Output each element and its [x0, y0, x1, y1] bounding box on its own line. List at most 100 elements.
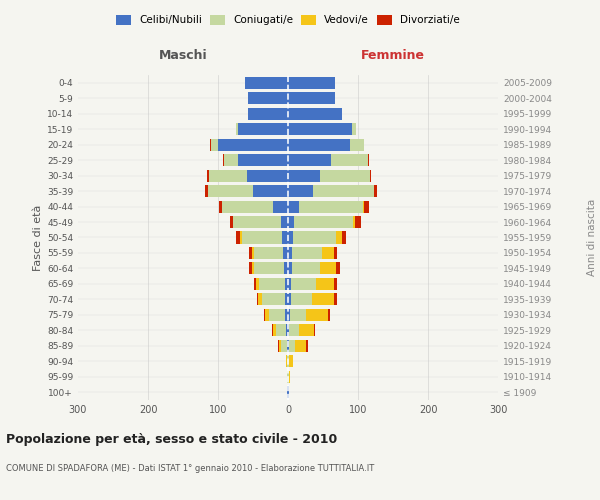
Bar	[285, 309, 288, 321]
Bar	[352, 123, 356, 135]
Bar	[263, 309, 265, 321]
Bar	[288, 294, 291, 306]
Bar	[287, 371, 288, 383]
Bar	[353, 216, 355, 228]
Bar	[289, 340, 295, 352]
Bar	[287, 340, 288, 352]
Bar	[269, 309, 285, 321]
Bar	[258, 294, 262, 306]
Bar	[284, 278, 288, 290]
Bar	[284, 294, 288, 306]
Bar	[281, 340, 287, 352]
Bar	[288, 92, 335, 104]
Bar	[238, 154, 288, 166]
Bar	[254, 262, 284, 274]
Bar	[291, 278, 316, 290]
Bar	[312, 294, 334, 306]
Bar	[286, 324, 288, 336]
Bar	[236, 123, 238, 135]
Bar	[288, 185, 313, 197]
Bar	[370, 170, 371, 181]
Bar	[337, 262, 340, 274]
Bar	[288, 386, 289, 398]
Bar	[284, 262, 288, 274]
Bar	[288, 232, 293, 243]
Bar	[288, 356, 289, 368]
Text: Femmine: Femmine	[361, 50, 425, 62]
Bar	[272, 200, 288, 212]
Bar	[293, 216, 353, 228]
Bar	[249, 247, 251, 259]
Bar	[292, 247, 322, 259]
Bar	[334, 247, 337, 259]
Bar	[331, 154, 368, 166]
Bar	[337, 232, 342, 243]
Bar	[283, 247, 288, 259]
Bar	[355, 216, 361, 228]
Bar	[262, 294, 284, 306]
Bar	[254, 247, 283, 259]
Bar	[334, 278, 337, 290]
Bar	[288, 123, 352, 135]
Bar	[363, 200, 364, 212]
Bar	[257, 294, 258, 306]
Bar	[288, 324, 289, 336]
Bar	[233, 216, 281, 228]
Bar	[205, 185, 208, 197]
Bar	[299, 324, 314, 336]
Bar	[287, 386, 288, 398]
Bar	[251, 262, 254, 274]
Bar	[313, 185, 374, 197]
Bar	[320, 170, 370, 181]
Bar	[223, 154, 224, 166]
Bar	[342, 232, 346, 243]
Bar	[305, 309, 328, 321]
Bar	[288, 200, 299, 212]
Y-axis label: Fasce di età: Fasce di età	[33, 204, 43, 270]
Bar	[245, 76, 288, 89]
Bar	[278, 340, 279, 352]
Bar	[218, 138, 288, 150]
Bar	[248, 92, 288, 104]
Bar	[288, 262, 292, 274]
Bar	[208, 185, 253, 197]
Bar	[350, 138, 364, 150]
Bar	[314, 324, 316, 336]
Bar	[254, 278, 256, 290]
Bar	[288, 340, 289, 352]
Text: COMUNE DI SPADAFORA (ME) - Dati ISTAT 1° gennaio 2010 - Elaborazione TUTTITALIA.: COMUNE DI SPADAFORA (ME) - Dati ISTAT 1°…	[6, 464, 374, 473]
Bar	[288, 216, 293, 228]
Bar	[320, 262, 337, 274]
Bar	[220, 200, 222, 212]
Bar	[289, 371, 290, 383]
Bar	[251, 247, 254, 259]
Bar	[288, 170, 320, 181]
Bar	[295, 340, 306, 352]
Bar	[253, 185, 288, 197]
Bar	[288, 278, 291, 290]
Bar	[316, 278, 334, 290]
Bar	[248, 108, 288, 120]
Bar	[290, 309, 305, 321]
Bar	[238, 123, 288, 135]
Bar	[287, 356, 288, 368]
Legend: Celibi/Nubili, Coniugati/e, Vedovi/e, Divorziati/e: Celibi/Nubili, Coniugati/e, Vedovi/e, Di…	[114, 13, 462, 28]
Text: Popolazione per età, sesso e stato civile - 2010: Popolazione per età, sesso e stato civil…	[6, 432, 337, 446]
Bar	[230, 216, 233, 228]
Bar	[288, 108, 342, 120]
Bar	[224, 154, 238, 166]
Bar	[208, 170, 209, 181]
Bar	[209, 170, 247, 181]
Bar	[288, 76, 335, 89]
Bar	[288, 138, 350, 150]
Bar	[292, 262, 320, 274]
Bar	[279, 340, 281, 352]
Bar	[299, 200, 363, 212]
Bar	[265, 309, 269, 321]
Bar	[334, 294, 337, 306]
Bar	[283, 232, 288, 243]
Bar	[259, 278, 284, 290]
Bar	[222, 200, 272, 212]
Bar	[272, 324, 276, 336]
Bar	[241, 232, 242, 243]
